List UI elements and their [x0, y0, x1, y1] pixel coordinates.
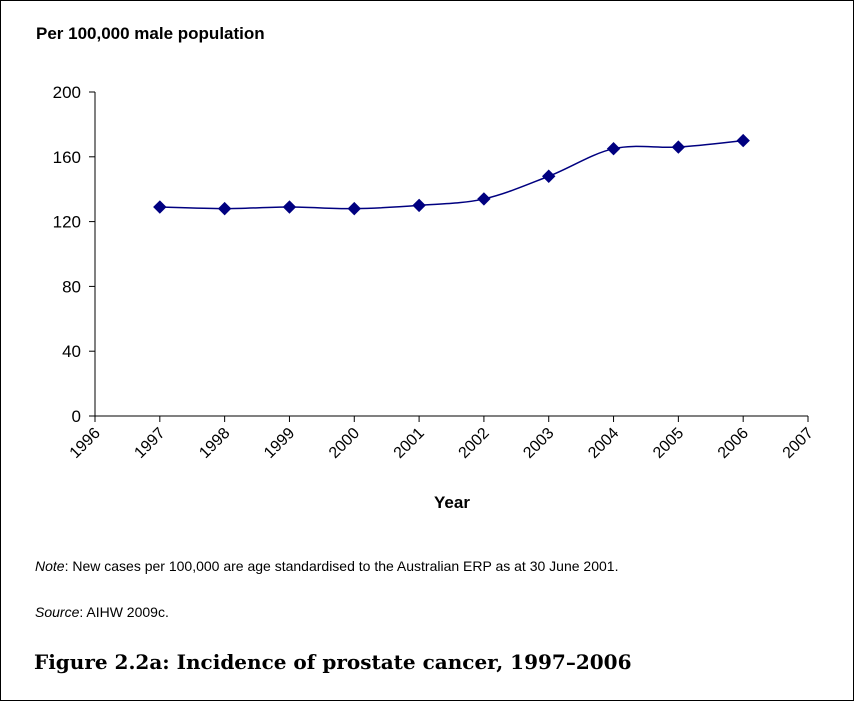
y-tick-label: 120 — [53, 213, 81, 232]
note-label: Note — [35, 558, 65, 574]
x-tick-label: 1996 — [67, 425, 104, 462]
x-tick-label: 2006 — [715, 425, 752, 462]
note-text: : New cases per 100,000 are age standard… — [64, 558, 619, 574]
figure-note: Note: New cases per 100,000 are age stan… — [35, 558, 618, 574]
data-point — [282, 200, 297, 214]
y-axis-label: Per 100,000 male population — [36, 24, 265, 43]
data-point — [671, 140, 686, 154]
y-tick-label: 0 — [72, 407, 81, 426]
x-tick-label: 2002 — [456, 425, 493, 462]
figure-caption: Figure 2.2a: Incidence of prostate cance… — [34, 650, 632, 674]
x-tick-label: 1998 — [196, 425, 233, 462]
y-tick-label: 80 — [62, 277, 81, 296]
x-axis-label: Year — [434, 493, 470, 512]
data-point — [412, 198, 426, 213]
data-point — [153, 200, 167, 214]
x-tick-label: 1997 — [131, 425, 168, 462]
data-point — [477, 192, 491, 206]
data-point — [347, 201, 361, 216]
source-label: Source — [35, 604, 80, 620]
y-tick-label: 200 — [53, 83, 81, 102]
data-point — [606, 141, 621, 156]
line-chart: 0 40 80 120 160 200 1996 1997 1998 1999 2000 2001 20… — [53, 83, 817, 512]
data-point — [736, 133, 750, 148]
x-tick-label: 2003 — [520, 425, 557, 462]
x-tick-label: 1999 — [261, 425, 298, 462]
y-tick-label: 160 — [53, 148, 81, 167]
x-tick-label: 2001 — [391, 425, 428, 462]
figure-source: Source: AIHW 2009c. — [35, 604, 169, 620]
source-text: : AIHW 2009c. — [79, 604, 169, 620]
data-point — [217, 201, 232, 216]
y-tick-label: 40 — [62, 342, 81, 361]
x-tick-label: 2005 — [650, 425, 687, 462]
series-line — [159, 139, 744, 210]
x-tick-label: 2004 — [585, 425, 622, 462]
x-tick-label: 2007 — [780, 425, 817, 462]
x-tick-label: 2000 — [326, 425, 363, 462]
data-point — [542, 169, 556, 183]
